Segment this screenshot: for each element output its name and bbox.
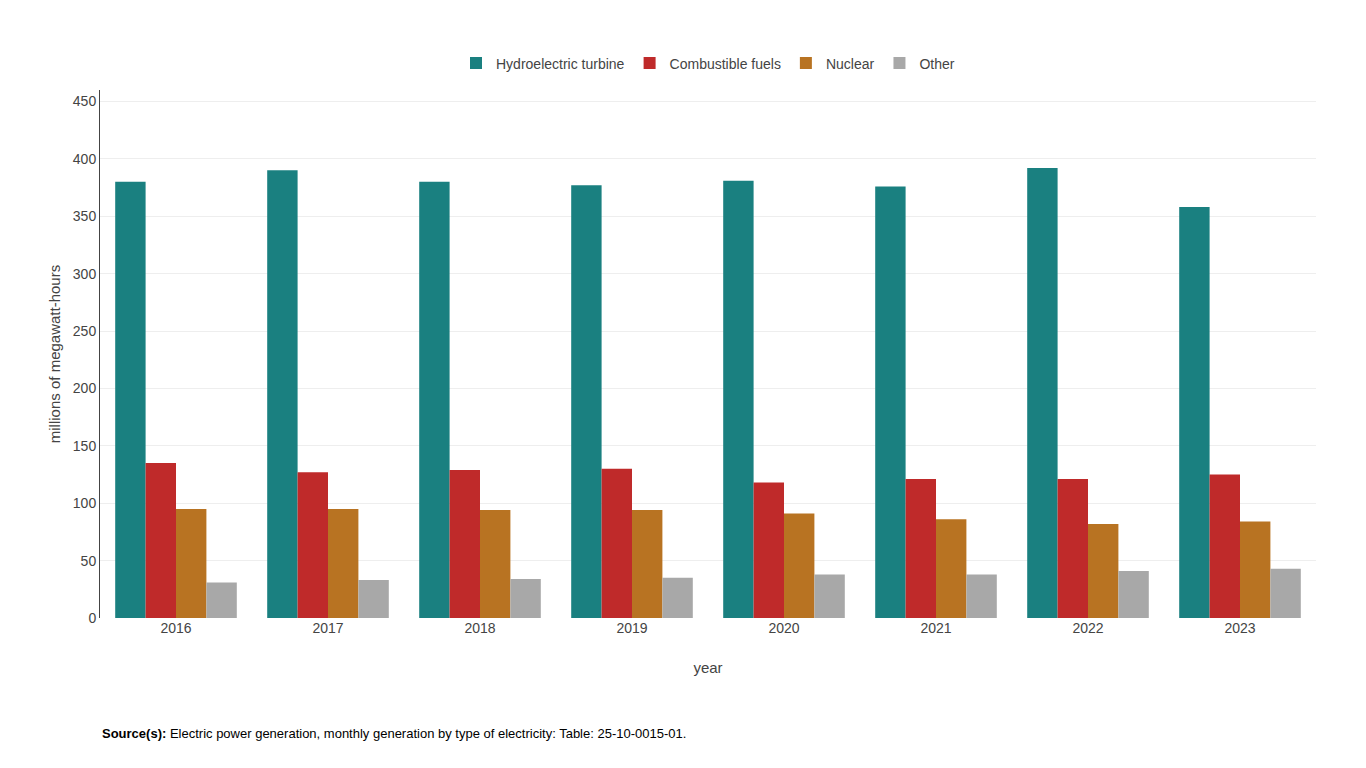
- svg-text:Hydroelectric turbine: Hydroelectric turbine: [496, 56, 625, 72]
- svg-text:2019: 2019: [616, 620, 647, 636]
- svg-text:450: 450: [73, 93, 97, 109]
- svg-text:250: 250: [73, 323, 97, 339]
- svg-text:Nuclear: Nuclear: [826, 56, 875, 72]
- svg-text:100: 100: [73, 495, 97, 511]
- svg-text:2021: 2021: [920, 620, 951, 636]
- svg-text:400: 400: [73, 151, 97, 167]
- svg-text:2018: 2018: [464, 620, 495, 636]
- svg-text:300: 300: [73, 266, 97, 282]
- svg-text:200: 200: [73, 380, 97, 396]
- svg-text:150: 150: [73, 438, 97, 454]
- svg-text:Source(s): Electric power gene: Source(s): Electric power generation, mo…: [102, 726, 686, 741]
- svg-text:50: 50: [81, 553, 97, 569]
- svg-text:2023: 2023: [1224, 620, 1255, 636]
- svg-text:2017: 2017: [312, 620, 343, 636]
- svg-text:year: year: [693, 659, 722, 676]
- svg-text:2020: 2020: [768, 620, 799, 636]
- svg-text:2016: 2016: [160, 620, 191, 636]
- svg-text:Other: Other: [919, 56, 954, 72]
- svg-text:2022: 2022: [1072, 620, 1103, 636]
- svg-text:0: 0: [88, 610, 96, 626]
- svg-text:millions of megawatt-hours: millions of megawatt-hours: [46, 265, 63, 443]
- svg-text:350: 350: [73, 208, 97, 224]
- svg-text:Combustible fuels: Combustible fuels: [670, 56, 781, 72]
